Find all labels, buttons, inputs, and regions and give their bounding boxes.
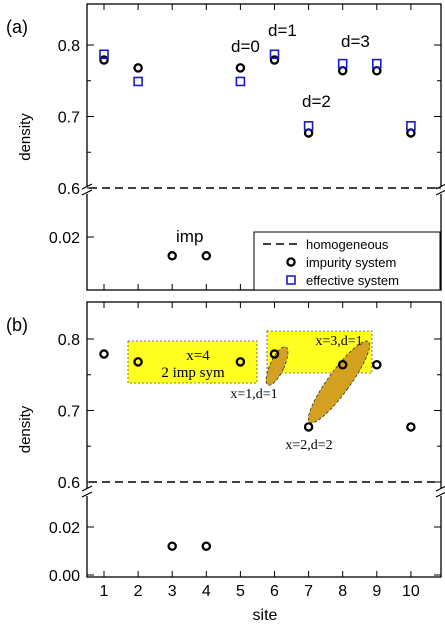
annotation-d0: d=0 (231, 37, 260, 56)
legend-impurity-label: impurity system (306, 255, 396, 270)
effective-point (371, 58, 382, 69)
y-tick-label: 0.7 (58, 404, 80, 421)
x-tick-label: 5 (236, 583, 245, 600)
impurity-point (269, 349, 280, 359)
x-tick-label: 2 (134, 583, 143, 600)
x-tick-label: 9 (372, 583, 381, 600)
annotation-d2: d=2 (302, 92, 331, 111)
y-tick-label: 0.00 (49, 568, 80, 585)
impurity-point (201, 251, 212, 261)
annotation-imp: imp (176, 227, 203, 246)
y-tick-label: 0.8 (58, 38, 80, 55)
y-tick-label: 0.7 (58, 110, 80, 127)
axis-break-mark (81, 183, 93, 190)
effective-point (337, 58, 348, 69)
effective-point (303, 120, 314, 131)
x-tick-label: 4 (202, 583, 211, 600)
axis-break-gap (81, 186, 93, 194)
legend-box (253, 231, 441, 291)
axis-break-mark (435, 485, 445, 492)
legend-effective-label: effective system (306, 273, 399, 288)
impurity-point (406, 422, 416, 432)
legend-homogeneous-label: homogeneous (306, 237, 389, 252)
panel-label: (a) (6, 17, 28, 37)
impurity-point (303, 422, 314, 432)
x-tick-label: 6 (270, 583, 279, 600)
impurity-point (167, 541, 177, 551)
x-tick-label: 3 (168, 583, 177, 600)
impurity-point (269, 55, 280, 65)
axis-break-mark (435, 491, 445, 498)
y-axis-label: density (17, 405, 34, 453)
plot-frame (86, 301, 442, 578)
x-tick-label: 1 (100, 583, 109, 600)
highlight-box-x4 (127, 340, 258, 384)
legend: homogeneous impurity system effective syst… (253, 231, 441, 291)
annotation-x4: x=4 (186, 348, 210, 364)
axis-break-mark (81, 491, 93, 498)
impurity-point (235, 357, 246, 367)
panel-b: 1 2 3 4 5 6 7 8 9 10 0.6 0.7 0.8 0.00 0.02 density (b) x=… (6, 301, 445, 624)
effective-point (235, 76, 246, 87)
impurity-point (235, 63, 246, 73)
axis-break-gap (435, 186, 445, 194)
annotation-2-imp-sym: 2 imp sym (161, 365, 225, 381)
axis-break-mark (81, 189, 93, 196)
effective-point (99, 49, 109, 60)
effective-point (406, 120, 416, 131)
panel-a: 0.6 0.7 0.8 0.02 density (a) d=0 d=1 d=2 d=3 imp ho… (6, 3, 445, 291)
axis-break-gap (81, 488, 93, 496)
ellipse-x1-d1 (265, 346, 289, 386)
impurity-point (99, 349, 109, 359)
annotation-x2-d2: x=2,d=2 (285, 438, 332, 453)
y-tick-label: 0.02 (49, 520, 80, 537)
axis-break-mark (81, 485, 93, 492)
annotation-d1: d=1 (268, 21, 297, 40)
annotation-x1-d1: x=1,d=1 (230, 387, 277, 402)
y-axis-label: density (17, 113, 34, 161)
x-tick-label: 7 (304, 583, 313, 600)
axis-break-mark (435, 189, 445, 196)
y-tick-label: 0.02 (49, 230, 80, 247)
impurity-point (133, 357, 143, 367)
panel-label: (b) (6, 315, 28, 335)
impurity-point (99, 55, 109, 65)
impurity-point (167, 251, 177, 261)
impurity-point (133, 63, 143, 73)
y-tick-label: 0.8 (58, 332, 80, 349)
annotation-x3-d1: x=3,d=1 (315, 334, 362, 349)
impurity-point (372, 359, 382, 370)
x-tick-label: 8 (338, 583, 347, 600)
annotation-d3: d=3 (341, 32, 370, 51)
effective-point (133, 76, 143, 87)
impurity-point (201, 541, 212, 551)
legend-impurity-swatch (286, 257, 296, 267)
impurity-point (337, 359, 348, 370)
x-tick-label: 10 (402, 583, 420, 600)
y-tick-label: 0.6 (58, 475, 80, 492)
axis-break-gap (435, 488, 445, 496)
effective-point (269, 49, 280, 60)
x-axis-label: site (253, 607, 278, 624)
y-tick-label: 0.6 (58, 181, 80, 198)
legend-effective-swatch (286, 275, 296, 285)
